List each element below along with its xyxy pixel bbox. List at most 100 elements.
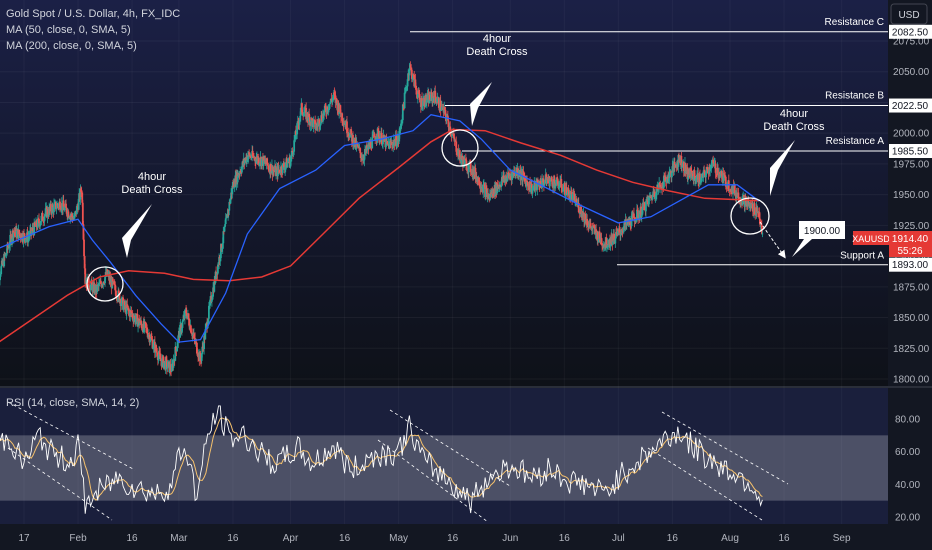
ma200-legend: MA (200, close, 0, SMA, 5) bbox=[6, 40, 137, 52]
last-price-box bbox=[889, 231, 932, 257]
currency-button-label[interactable]: USD bbox=[898, 10, 919, 21]
candle-body bbox=[573, 193, 576, 203]
time-tick-label: 16 bbox=[126, 533, 138, 544]
candle-body bbox=[8, 245, 11, 248]
candle-body bbox=[425, 100, 428, 103]
price-tick-label: 1825.00 bbox=[893, 344, 930, 355]
last-price-tag: XAUUSD 1914.40 55:26 bbox=[852, 231, 932, 257]
candle-body bbox=[42, 220, 45, 222]
candle-body bbox=[302, 113, 305, 117]
candle-body bbox=[208, 305, 211, 307]
time-tick-label: Aug bbox=[721, 533, 739, 544]
candle-body bbox=[363, 154, 366, 161]
candle-body bbox=[742, 195, 745, 197]
candle-body bbox=[697, 173, 700, 183]
candle-body bbox=[550, 177, 553, 182]
candle-body bbox=[155, 350, 158, 353]
candle-body bbox=[681, 166, 683, 168]
candle-body bbox=[561, 187, 563, 190]
candle-body bbox=[72, 218, 75, 220]
candle-body bbox=[362, 160, 365, 162]
candle-body bbox=[439, 100, 442, 111]
candle-body bbox=[538, 183, 540, 187]
candle-body bbox=[328, 108, 330, 110]
candle-body bbox=[650, 195, 653, 199]
candle-body bbox=[546, 179, 549, 180]
candle-body bbox=[524, 178, 527, 181]
level-label: Resistance C bbox=[825, 17, 884, 28]
level-label: Resistance B bbox=[825, 91, 884, 102]
candle-body bbox=[187, 313, 190, 319]
currency-button-box[interactable] bbox=[890, 3, 928, 25]
candle-body bbox=[233, 181, 236, 188]
candle-body bbox=[379, 138, 382, 143]
candle-body bbox=[580, 206, 583, 215]
death-cross-3-line2: Death Cross bbox=[763, 121, 825, 133]
rsi-ma-line bbox=[0, 417, 763, 501]
candle-body bbox=[320, 115, 323, 121]
candle-body bbox=[272, 170, 275, 176]
candle-body bbox=[329, 98, 332, 103]
candle-body bbox=[174, 346, 177, 361]
candle-body bbox=[635, 219, 638, 222]
candle-body bbox=[281, 163, 284, 173]
time-tick-label: Jul bbox=[612, 533, 625, 544]
candle-body bbox=[311, 118, 314, 121]
currency-button[interactable]: USD bbox=[890, 3, 928, 25]
candle-body bbox=[518, 175, 521, 177]
candle-body bbox=[287, 162, 290, 164]
candle-body bbox=[220, 244, 223, 251]
target-arrow bbox=[759, 221, 786, 259]
candle-body bbox=[327, 109, 330, 112]
candle-body bbox=[259, 162, 261, 164]
candle-body bbox=[558, 185, 561, 187]
candle-body bbox=[331, 98, 334, 102]
candle-body bbox=[711, 161, 713, 164]
candle-body bbox=[333, 92, 336, 95]
candle-body bbox=[526, 180, 528, 182]
candle-body bbox=[116, 296, 118, 300]
candle-body bbox=[411, 78, 414, 80]
candle-body bbox=[180, 327, 183, 332]
candle-body bbox=[659, 184, 662, 188]
candle-body bbox=[293, 140, 296, 152]
candle-body bbox=[188, 318, 190, 326]
candle-body bbox=[195, 342, 198, 354]
candle-body bbox=[217, 264, 220, 266]
rsi-tick-label: 60.00 bbox=[895, 447, 920, 458]
candle-body bbox=[24, 239, 27, 242]
candle-body bbox=[189, 325, 192, 333]
candle-body bbox=[447, 120, 450, 128]
candle-body bbox=[53, 202, 56, 205]
candle-body bbox=[106, 269, 109, 276]
candle-body bbox=[247, 156, 249, 160]
candle-body bbox=[334, 94, 336, 96]
candle-body bbox=[686, 167, 689, 179]
level-price-tag-text: 1985.50 bbox=[892, 147, 929, 158]
candle-body bbox=[684, 162, 687, 173]
candle-body bbox=[174, 346, 177, 350]
candle-body bbox=[543, 182, 546, 186]
candle-body bbox=[621, 230, 624, 232]
candle-body bbox=[444, 110, 447, 116]
death-cross-1-arrow bbox=[122, 204, 152, 258]
candle-body bbox=[332, 92, 335, 97]
candle-body bbox=[129, 310, 132, 318]
candle-body bbox=[571, 194, 574, 201]
candle-body bbox=[467, 163, 470, 173]
candle-body bbox=[88, 287, 91, 290]
candle-body bbox=[103, 282, 106, 284]
candle-body bbox=[694, 175, 697, 181]
candle-body bbox=[464, 159, 467, 161]
candle-body bbox=[754, 214, 757, 216]
candle-body bbox=[181, 321, 184, 328]
candle-body bbox=[40, 215, 43, 222]
candle-body bbox=[542, 178, 545, 183]
candle-body bbox=[421, 98, 423, 108]
candle-body bbox=[670, 173, 673, 177]
candle-body bbox=[152, 346, 154, 349]
candle-body bbox=[297, 121, 300, 124]
candle-body bbox=[532, 187, 534, 189]
candle-body bbox=[421, 106, 424, 108]
